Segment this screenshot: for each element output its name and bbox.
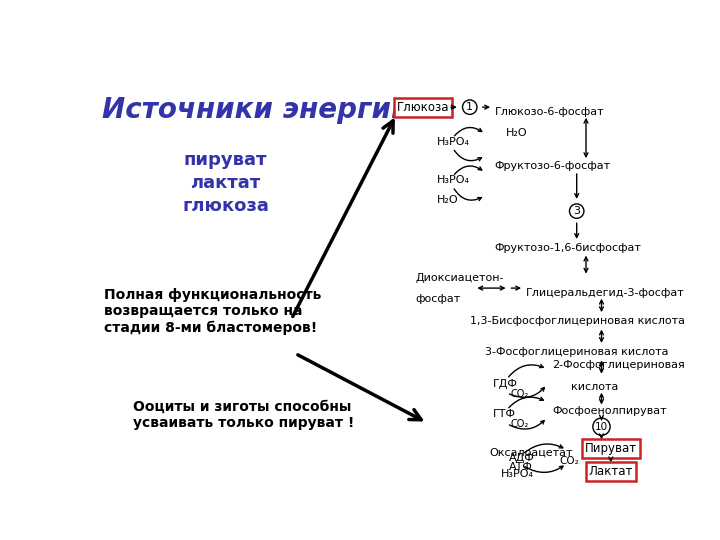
Text: H₃PO₄: H₃PO₄ xyxy=(437,137,470,147)
Text: Глюкоза: Глюкоза xyxy=(397,100,449,113)
Text: Источники энергии: Источники энергии xyxy=(102,96,410,124)
Text: Глюкозо-6-фосфат: Глюкозо-6-фосфат xyxy=(495,107,604,117)
Text: фосфат: фосфат xyxy=(415,294,461,304)
Text: H₂O: H₂O xyxy=(437,194,459,205)
Text: глюкоза: глюкоза xyxy=(182,197,269,215)
Text: H₂O: H₂O xyxy=(506,128,528,138)
Text: кислота: кислота xyxy=(570,382,618,392)
Text: Глицеральдегид-3-фосфат: Глицеральдегид-3-фосфат xyxy=(526,288,684,298)
Text: CO₂: CO₂ xyxy=(559,456,579,467)
Text: АТФ: АТФ xyxy=(508,462,532,472)
Text: Пируват: Пируват xyxy=(585,442,637,455)
Text: лактат: лактат xyxy=(191,174,261,192)
Text: АДФ: АДФ xyxy=(508,453,534,463)
Text: CO₂: CO₂ xyxy=(510,389,528,400)
Text: Оксалоацетат: Оксалоацетат xyxy=(489,448,572,458)
Text: CO₂: CO₂ xyxy=(510,418,528,429)
Text: H₃PO₄: H₃PO₄ xyxy=(437,176,470,185)
Text: Лактат: Лактат xyxy=(589,465,633,478)
Text: H₃PO₄: H₃PO₄ xyxy=(500,469,534,480)
Text: 10: 10 xyxy=(595,422,608,431)
Text: пируват: пируват xyxy=(184,151,267,169)
Text: ГДФ: ГДФ xyxy=(493,379,518,389)
Text: 2-Фосфоглицериновая: 2-Фосфоглицериновая xyxy=(552,360,685,370)
Text: ГТФ: ГТФ xyxy=(493,409,516,420)
Text: Фруктозо-6-фосфат: Фруктозо-6-фосфат xyxy=(495,161,611,171)
Text: Полная функциональность
возвращается только на
стадии 8-ми бластомеров!: Полная функциональность возвращается тол… xyxy=(104,288,321,335)
Text: 3: 3 xyxy=(573,206,580,216)
Text: Фруктозо-1,6-бисфосфат: Фруктозо-1,6-бисфосфат xyxy=(495,243,642,253)
Text: 3-Фосфоглицериновая кислота: 3-Фосфоглицериновая кислота xyxy=(485,347,669,357)
Text: 1: 1 xyxy=(467,102,473,112)
Text: Фосфоенолпируват: Фосфоенолпируват xyxy=(552,406,667,416)
Text: 1,3-Бисфосфоглицериновая кислота: 1,3-Бисфосфоглицериновая кислота xyxy=(469,316,685,326)
Text: Диоксиацетон-: Диоксиацетон- xyxy=(415,273,504,284)
Text: Ооциты и зиготы способны
усваивать только пируват !: Ооциты и зиготы способны усваивать тольк… xyxy=(132,400,354,430)
